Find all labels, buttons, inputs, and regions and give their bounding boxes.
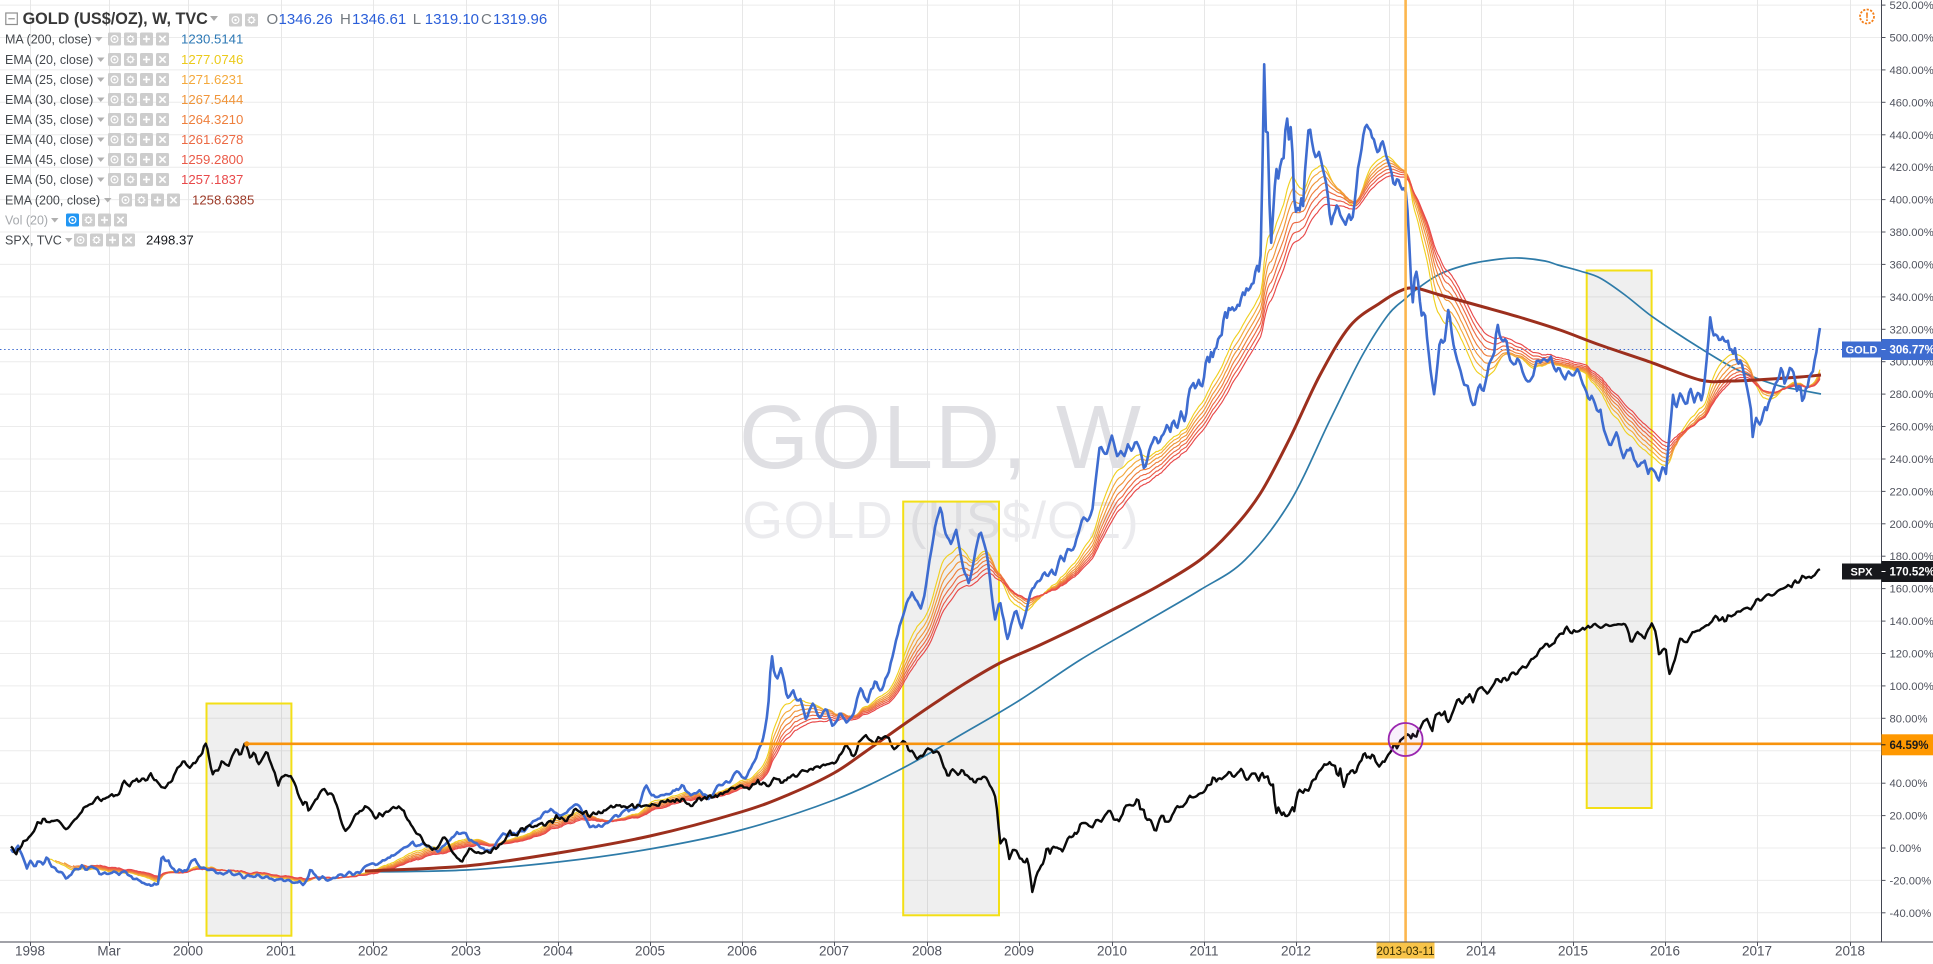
- svg-text:1264.3210: 1264.3210: [181, 112, 243, 127]
- svg-text:-20.00%: -20.00%: [1890, 875, 1932, 887]
- svg-text:O: O: [267, 11, 279, 28]
- svg-text:80.00%: 80.00%: [1890, 713, 1928, 725]
- svg-text:160.00%: 160.00%: [1890, 584, 1933, 596]
- svg-text:40.00%: 40.00%: [1890, 778, 1928, 790]
- svg-text:280.00%: 280.00%: [1890, 389, 1933, 401]
- svg-text:2498.37: 2498.37: [146, 233, 194, 248]
- svg-text:120.00%: 120.00%: [1890, 649, 1933, 661]
- svg-text:2017: 2017: [1742, 944, 1772, 959]
- svg-text:520.00%: 520.00%: [1890, 0, 1933, 12]
- svg-text:2010: 2010: [1097, 944, 1127, 959]
- svg-text:2011: 2011: [1189, 944, 1218, 959]
- svg-text:EMA (30, close): EMA (30, close): [5, 93, 93, 107]
- svg-text:420.00%: 420.00%: [1890, 162, 1933, 174]
- svg-text:100.00%: 100.00%: [1890, 681, 1933, 693]
- svg-text:170.52%: 170.52%: [1890, 567, 1933, 579]
- svg-text:1319.10: 1319.10: [425, 11, 479, 28]
- svg-text:MA (200, close): MA (200, close): [5, 33, 92, 47]
- svg-text:1258.6385: 1258.6385: [192, 193, 254, 208]
- svg-text:2014: 2014: [1466, 944, 1497, 959]
- svg-text:2001: 2001: [266, 944, 296, 959]
- svg-text:20.00%: 20.00%: [1890, 811, 1928, 823]
- svg-text:H: H: [340, 11, 351, 28]
- svg-text:2000: 2000: [173, 944, 203, 959]
- svg-text:2013-03-11: 2013-03-11: [1377, 946, 1435, 958]
- svg-text:1261.6278: 1261.6278: [181, 132, 243, 147]
- svg-text:2009: 2009: [1004, 944, 1034, 959]
- svg-text:2012: 2012: [1281, 944, 1311, 959]
- svg-text:GOLD, W: GOLD, W: [739, 388, 1143, 488]
- svg-text:2002: 2002: [358, 944, 388, 959]
- svg-text:1271.6231: 1271.6231: [181, 72, 243, 87]
- svg-text:440.00%: 440.00%: [1890, 130, 1933, 142]
- svg-text:140.00%: 140.00%: [1890, 616, 1933, 628]
- svg-text:260.00%: 260.00%: [1890, 422, 1933, 434]
- svg-text:2003: 2003: [451, 944, 481, 959]
- svg-text:2004: 2004: [543, 944, 574, 959]
- svg-text:SPX: SPX: [1850, 567, 1873, 579]
- svg-text:EMA (25, close): EMA (25, close): [5, 73, 93, 87]
- svg-text:-40.00%: -40.00%: [1890, 908, 1932, 920]
- svg-text:EMA (50, close): EMA (50, close): [5, 173, 93, 187]
- svg-text:GOLD (US$/OZ), W, TVC: GOLD (US$/OZ), W, TVC: [23, 10, 209, 28]
- svg-text:0.00%: 0.00%: [1890, 843, 1922, 855]
- svg-text:Mar: Mar: [97, 944, 121, 959]
- svg-text:SPX, TVC: SPX, TVC: [5, 234, 62, 248]
- svg-text:EMA (20, close): EMA (20, close): [5, 53, 93, 67]
- svg-text:1998: 1998: [15, 944, 45, 959]
- svg-text:2015: 2015: [1558, 944, 1588, 959]
- svg-text:EMA (40, close): EMA (40, close): [5, 133, 93, 147]
- svg-text:400.00%: 400.00%: [1890, 195, 1933, 207]
- svg-text:C: C: [481, 11, 492, 28]
- svg-text:480.00%: 480.00%: [1890, 65, 1933, 77]
- svg-text:L: L: [413, 11, 421, 28]
- svg-text:340.00%: 340.00%: [1890, 292, 1933, 304]
- svg-text:240.00%: 240.00%: [1890, 454, 1933, 466]
- svg-text:1346.61: 1346.61: [352, 11, 406, 28]
- svg-text:1267.5444: 1267.5444: [181, 92, 243, 107]
- svg-text:2008: 2008: [912, 944, 942, 959]
- svg-text:1230.5141: 1230.5141: [181, 32, 243, 47]
- svg-text:64.59%: 64.59%: [1890, 740, 1929, 752]
- svg-text:380.00%: 380.00%: [1890, 227, 1933, 239]
- svg-text:460.00%: 460.00%: [1890, 97, 1933, 109]
- svg-text:2006: 2006: [727, 944, 757, 959]
- svg-text:1259.2800: 1259.2800: [181, 152, 243, 167]
- svg-text:220.00%: 220.00%: [1890, 486, 1933, 498]
- svg-text:2016: 2016: [1650, 944, 1680, 959]
- svg-text:306.77%: 306.77%: [1890, 345, 1933, 357]
- svg-text:!: !: [1865, 10, 1869, 24]
- svg-text:EMA (45, close): EMA (45, close): [5, 153, 93, 167]
- svg-text:GOLD: GOLD: [1846, 345, 1878, 357]
- svg-text:360.00%: 360.00%: [1890, 259, 1933, 271]
- svg-text:1277.0746: 1277.0746: [181, 52, 243, 67]
- svg-text:1319.96: 1319.96: [493, 11, 547, 28]
- svg-text:EMA (200, close): EMA (200, close): [5, 194, 100, 208]
- svg-text:EMA (35, close): EMA (35, close): [5, 113, 93, 127]
- svg-text:1257.1837: 1257.1837: [181, 172, 243, 187]
- svg-text:2007: 2007: [819, 944, 849, 959]
- svg-text:2005: 2005: [635, 944, 665, 959]
- svg-text:500.00%: 500.00%: [1890, 33, 1933, 45]
- svg-text:1346.26: 1346.26: [279, 11, 333, 28]
- svg-text:200.00%: 200.00%: [1890, 519, 1933, 531]
- svg-text:2018: 2018: [1835, 944, 1865, 959]
- svg-text:320.00%: 320.00%: [1890, 324, 1933, 336]
- svg-text:Vol (20): Vol (20): [5, 214, 48, 228]
